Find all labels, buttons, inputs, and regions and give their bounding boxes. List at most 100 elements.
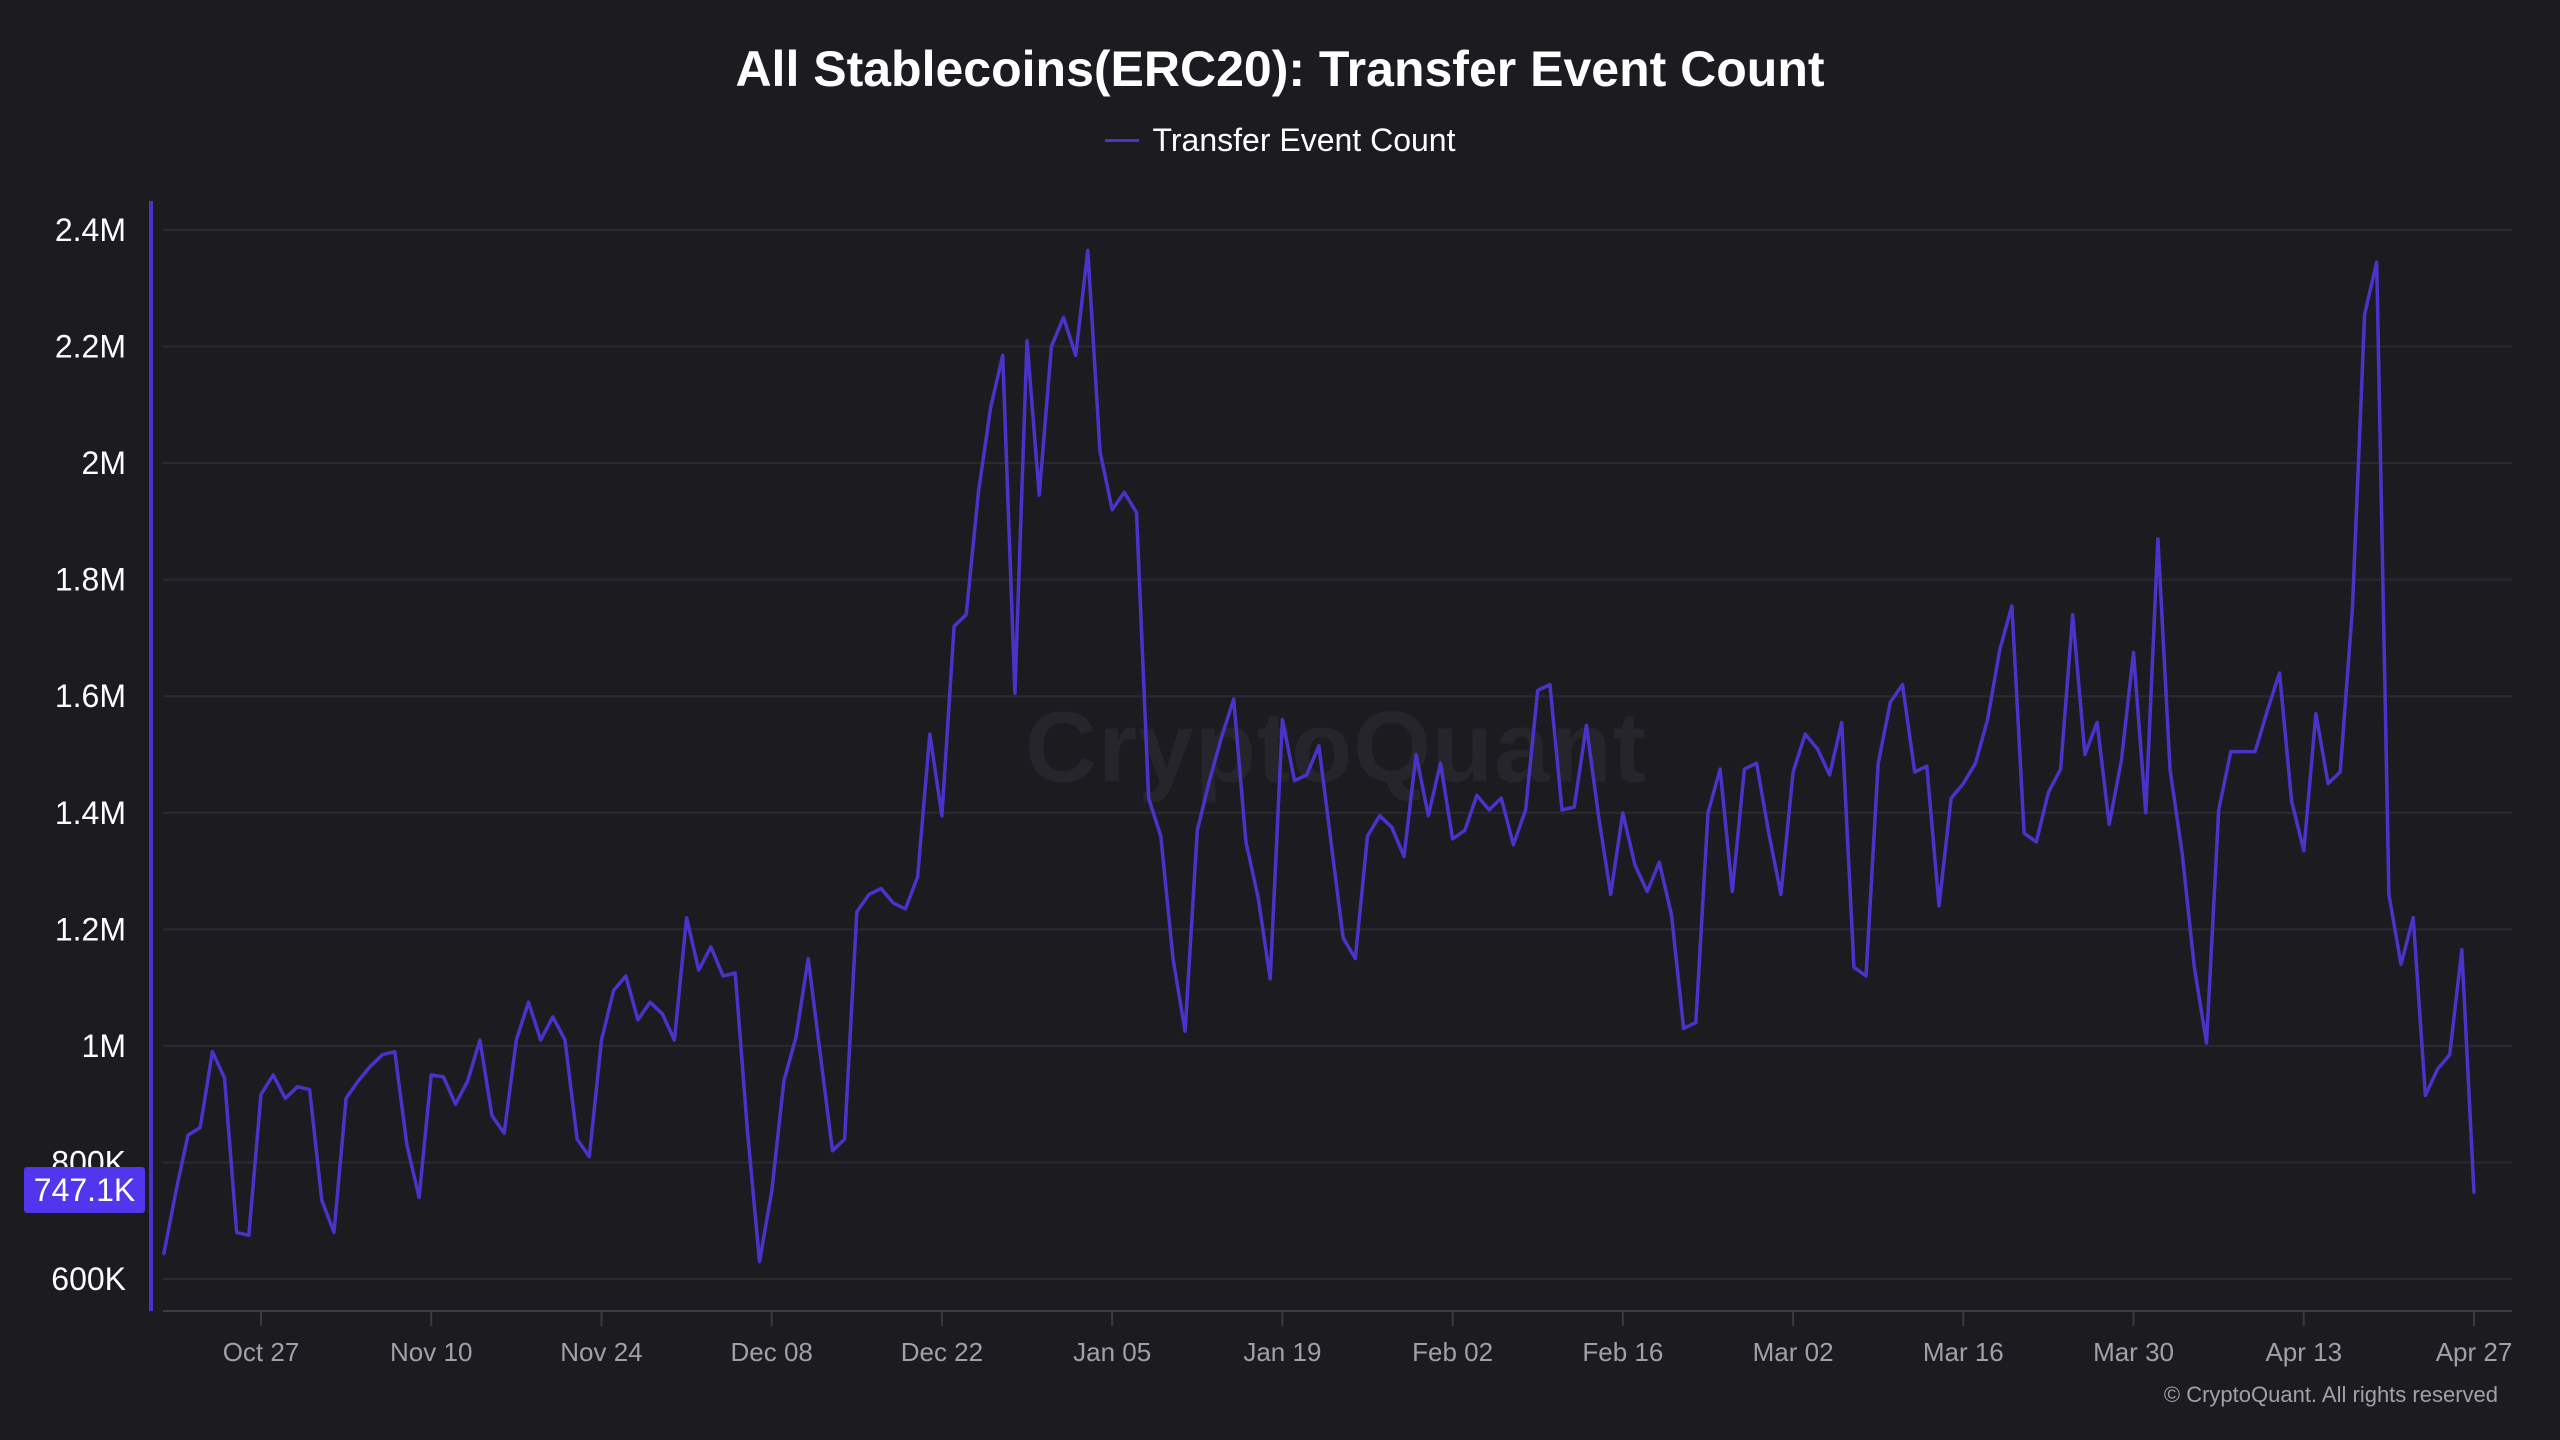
data-point [2132,651,2135,654]
data-point [2460,948,2463,951]
y-tick-label: 1M [82,1028,126,1064]
data-point [1998,648,2001,651]
data-point [1427,814,1430,817]
data-point [2327,782,2330,785]
data-point [1171,957,1174,960]
data-point [2290,800,2293,803]
data-point [308,1088,311,1091]
data-point [442,1075,445,1078]
data-point [2448,1053,2451,1056]
data-point [1013,692,1016,695]
data-point [1123,491,1126,494]
data-point [1731,890,1734,893]
data-point [454,1103,457,1106]
data-point [2266,709,2269,712]
data-point [1585,724,1588,727]
data-point [1500,797,1503,800]
data-point [199,1126,202,1129]
data-point [1086,249,1089,252]
data-point [2108,823,2111,826]
x-tick-label: Jan 19 [1243,1337,1321,1367]
x-tick-label: Dec 08 [730,1337,812,1367]
data-point [1816,747,1819,750]
data-point [1135,511,1138,514]
copyright-notice: © CryptoQuant. All rights reserved [2163,1382,2498,1407]
data-point [2314,712,2317,715]
legend[interactable]: Transfer Event Count [0,122,2560,159]
y-tick-label: 2M [82,445,126,481]
data-point [345,1097,348,1100]
x-tick-label: Oct 27 [223,1337,300,1367]
data-point [2302,849,2305,852]
data-point [1950,797,1953,800]
data-point [2473,1192,2475,1195]
data-point [1548,683,1551,686]
data-point [260,1093,262,1096]
data-point [1743,768,1746,771]
data-point [600,1039,603,1042]
data-point [1330,840,1333,843]
data-point [1378,814,1381,817]
data-point [1512,843,1515,846]
data-point [1317,744,1320,747]
data-point [819,1053,822,1056]
data-point [1147,797,1150,800]
data-point [1074,354,1077,357]
x-tick-label: Nov 24 [560,1337,642,1367]
data-point [2400,963,2403,966]
data-point [332,1231,335,1234]
data-point [187,1134,190,1137]
data-point [1755,762,1758,765]
watermark-logo: CryptoQuant [1024,691,1648,804]
data-point [272,1074,275,1077]
data-point [1159,835,1162,838]
data-point [1488,808,1491,811]
data-point [235,1231,238,1234]
y-tick-label: 2.4M [55,212,126,248]
data-point [1402,855,1405,858]
data-point [284,1097,287,1100]
x-tick-label: Mar 02 [1753,1337,1834,1367]
data-point [478,1039,481,1042]
data-point [624,974,627,977]
data-points [162,249,2475,1263]
data-point [576,1138,579,1141]
data-point [2010,604,2013,607]
data-point [831,1149,834,1152]
data-point [855,910,858,913]
data-point [1840,721,1843,724]
data-point [1415,753,1418,756]
data-point [1184,1030,1187,1033]
x-tick-label: Dec 22 [901,1337,983,1367]
data-point [357,1079,360,1082]
y-tick-label: 2.2M [55,329,126,365]
data-point [673,1039,676,1042]
data-point [867,893,870,896]
data-point [1621,811,1624,814]
data-point [782,1079,785,1082]
data-point [393,1050,396,1053]
data-point [1913,770,1916,773]
data-point [2351,607,2354,610]
data-point [734,972,737,975]
data-point [1792,770,1795,773]
data-point [563,1039,566,1042]
legend-label: Transfer Event Count [1152,122,1456,158]
data-point [1573,805,1576,808]
data-point [1694,1021,1697,1024]
data-point [2096,721,2099,724]
data-point [162,1253,165,1256]
x-tick-label: Apr 13 [2265,1337,2342,1367]
series-line-transfer-event-count[interactable] [161,248,2476,1264]
y-tick-label: 1.2M [55,911,126,947]
data-point [2339,770,2342,773]
data-point [880,887,883,890]
data-point [381,1053,384,1056]
data-point [685,916,688,919]
data-point [296,1085,299,1088]
data-point [989,406,992,409]
data-point [722,974,725,977]
x-tick-label: Jan 05 [1073,1337,1151,1367]
x-tick-label: Apr 27 [2436,1337,2513,1367]
